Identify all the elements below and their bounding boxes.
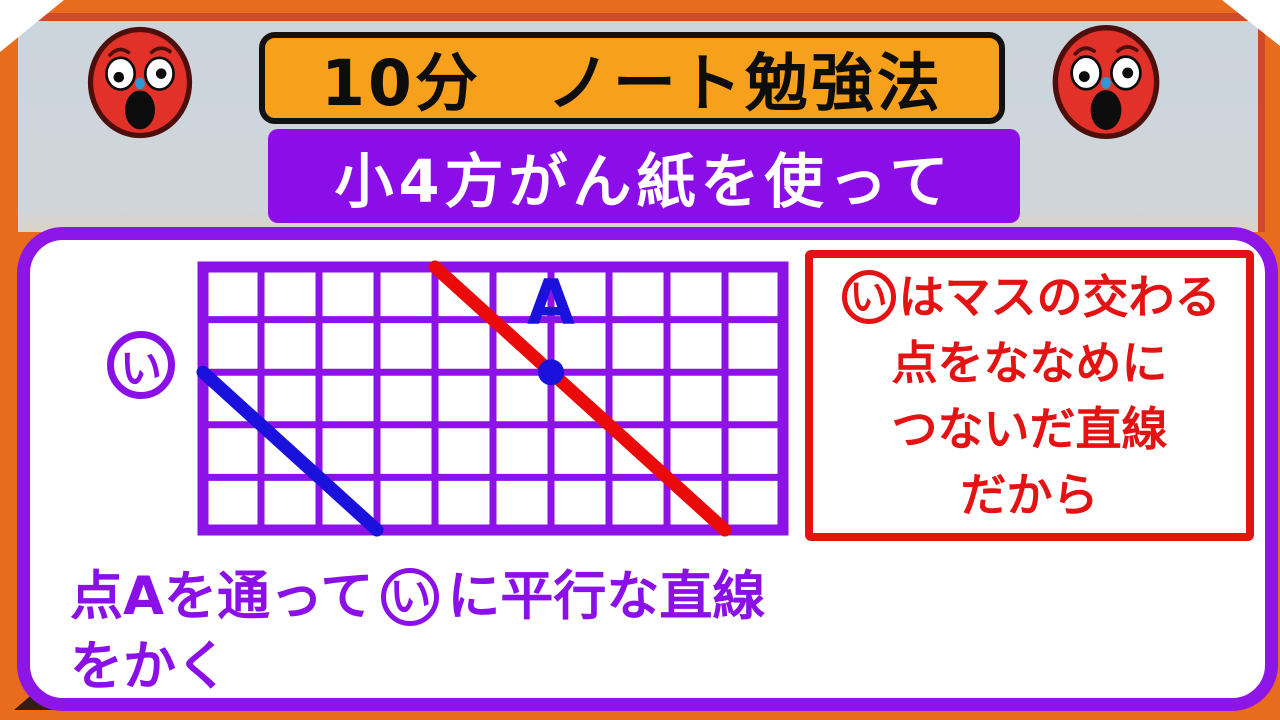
task-text-before: 点Aを通って xyxy=(70,566,374,627)
circled-i-mark: い xyxy=(381,568,440,626)
point-a-label: A xyxy=(527,266,575,339)
page-subtitle: 小4方がん紙を使って xyxy=(334,146,954,216)
page-title: 10分 ノート勉強法 xyxy=(321,46,943,120)
explanation-line-3: つないだ直線 xyxy=(891,401,1168,456)
line-i-label-text: い xyxy=(119,343,162,393)
explanation-line-2: 点をななめに xyxy=(891,335,1168,390)
explanation-line-4: だから xyxy=(960,467,1099,522)
shocked-face-icon xyxy=(1052,25,1160,139)
subtitle-banner: 小4方がん紙を使って xyxy=(268,129,1020,223)
frame-top-shadow xyxy=(18,13,1262,21)
title-banner: 10分 ノート勉強法 xyxy=(259,32,1005,124)
task-instruction: 点Aを通って い に平行な直線 をかく xyxy=(70,562,765,702)
explanation-line-1-text: はマスの交わる xyxy=(898,269,1221,324)
shocked-face-icon xyxy=(87,26,193,139)
explanation-line-1: い はマスの交わる xyxy=(813,264,1246,330)
explanation-box: い はマスの交わる 点をななめに つないだ直線 だから xyxy=(805,250,1254,541)
task-text-after: に平行な直線 xyxy=(447,566,766,627)
frame-right-shadow xyxy=(1258,21,1265,232)
circled-i-mark: い xyxy=(841,269,896,324)
task-instruction-line-1: 点Aを通って い に平行な直線 xyxy=(70,562,765,632)
task-instruction-line-2: をかく xyxy=(70,636,229,697)
line-i-label: い xyxy=(107,331,175,399)
